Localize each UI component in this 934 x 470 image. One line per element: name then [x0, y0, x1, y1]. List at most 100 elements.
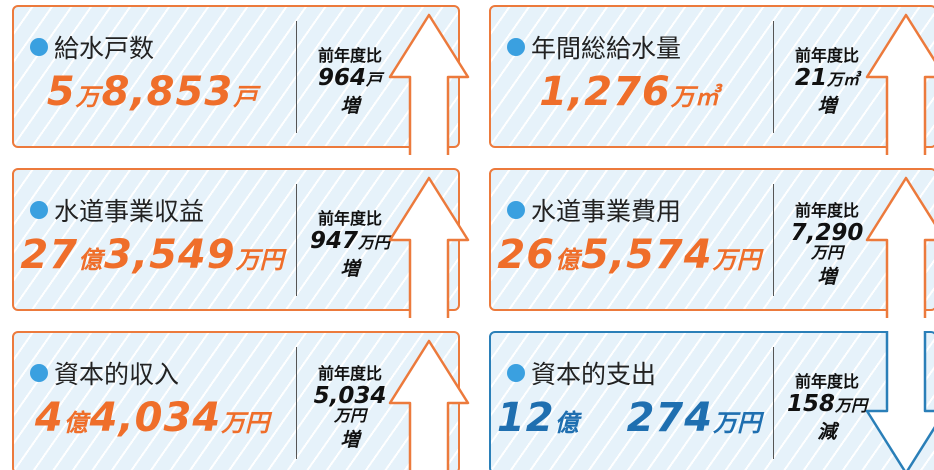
trend-arrow: [865, 176, 934, 318]
value-unit: 万円: [713, 409, 762, 437]
comparison-label: 前年度比: [317, 209, 382, 229]
title-text: 資本的収入: [54, 360, 180, 389]
value-number: 4: [34, 395, 64, 441]
divider: [296, 184, 297, 296]
value-unit: 万円: [221, 409, 270, 437]
value-unit: 億: [554, 409, 579, 437]
title-text: 資本的支出: [531, 360, 657, 389]
change-amount: 158 万円: [782, 392, 872, 416]
value-number: 3,549: [104, 232, 236, 278]
arrow-shape: [865, 13, 934, 155]
change-number: 21: [794, 65, 827, 92]
stat-card: 水道事業費用 26 億 5,574 万円 前年度比 7,290 万円増: [489, 168, 934, 318]
change-amount: 21 万㎥: [782, 66, 872, 90]
card-value: 12 億 274 万円: [491, 395, 769, 441]
card-value: 27 億 3,549 万円: [14, 232, 292, 278]
change-unit: 万円: [835, 396, 868, 416]
card-value: 1,276 万㎥: [491, 69, 769, 115]
arrow-shape: [865, 331, 934, 470]
value-unit: 億: [78, 246, 103, 274]
value-number: 5,574: [581, 232, 713, 278]
value-number: 4,034: [89, 395, 222, 441]
value-number: 274: [626, 395, 714, 441]
change-amount: 964 戸: [305, 66, 395, 90]
divider: [773, 21, 774, 133]
direction-label: 増: [817, 94, 837, 117]
arrow-shape: [865, 176, 934, 318]
value-number: 5: [46, 69, 76, 115]
direction-label: 増: [340, 428, 360, 451]
trend-arrow: [388, 13, 470, 155]
change-amount: 947 万円: [305, 229, 395, 253]
card-title: 水道事業費用: [507, 192, 681, 228]
direction-label: 減: [817, 420, 837, 443]
stat-card: 資本的収入 4 億 4,034 万円 前年度比 5,034 万円増: [12, 331, 470, 470]
change-number: 5,034: [313, 383, 387, 410]
arrow-shape: [388, 13, 470, 155]
trend-arrow: [388, 176, 470, 318]
change-amount: 7,290 万円: [782, 221, 872, 262]
value-number: 26: [497, 232, 556, 278]
arrow-shape: [388, 176, 470, 318]
card-title: 水道事業収益: [30, 192, 204, 228]
card-value: 26 億 5,574 万円: [491, 232, 769, 278]
comparison-label: 前年度比: [794, 46, 859, 66]
change-amount: 5,034 万円: [305, 384, 395, 425]
direction-label: 増: [340, 94, 360, 117]
change-number: 158: [786, 391, 835, 418]
value-unit: 億: [555, 246, 580, 274]
card-value: 5 万 8,853 戸: [14, 69, 292, 115]
change-unit: 万㎥: [827, 70, 860, 90]
comparison-label: 前年度比: [794, 201, 859, 221]
value-unit: 万㎥: [670, 83, 719, 111]
title-text: 年間総給水量: [531, 34, 682, 63]
change-unit: 戸: [366, 70, 383, 90]
divider: [773, 347, 774, 459]
comparison: 前年度比 5,034 万円増: [300, 347, 400, 465]
change-unit: 万円: [358, 233, 391, 253]
value-number: 1,276: [539, 69, 671, 115]
trend-arrow: [865, 331, 934, 470]
direction-label: 増: [340, 257, 360, 280]
value-number: 12: [496, 395, 555, 441]
trend-arrow: [865, 13, 934, 155]
change-number: 947: [309, 228, 358, 255]
comparison-label: 前年度比: [794, 372, 859, 392]
divider: [296, 347, 297, 459]
change-number: 964: [317, 65, 366, 92]
value-number: 27: [20, 232, 79, 278]
stat-card: 資本的支出 12 億 274 万円 前年度比 158 万円減: [489, 331, 934, 470]
comparison-label: 前年度比: [317, 364, 382, 384]
value-unit: 万円: [235, 246, 284, 274]
comparison: 前年度比 7,290 万円増: [777, 184, 877, 302]
stat-card: 給水戸数 5 万 8,853 戸前年度比 964 戸増: [12, 5, 470, 155]
arrow-shape: [388, 339, 470, 470]
bullet: [507, 38, 525, 56]
bullet: [30, 201, 48, 219]
value-unit: 戸: [233, 83, 258, 111]
value-unit: 万円: [712, 246, 761, 274]
stat-card: 水道事業収益 27 億 3,549 万円 前年度比 947 万円増: [12, 168, 470, 318]
bullet: [30, 38, 48, 56]
title-text: 水道事業収益: [54, 197, 205, 226]
value-unit: 億: [63, 409, 88, 437]
card-title: 年間総給水量: [507, 29, 681, 65]
bullet: [30, 364, 48, 382]
bullet: [507, 364, 525, 382]
trend-arrow: [388, 339, 470, 470]
card-title: 資本的収入: [30, 355, 179, 391]
comparison-label: 前年度比: [317, 46, 382, 66]
change-number: 7,290: [790, 220, 864, 247]
divider: [296, 21, 297, 133]
bullet: [507, 201, 525, 219]
comparison: 前年度比 158 万円減: [777, 347, 877, 465]
change-unit: 万円: [810, 243, 843, 263]
card-title: 資本的支出: [507, 355, 656, 391]
title-text: 水道事業費用: [531, 197, 682, 226]
direction-label: 増: [817, 265, 837, 288]
value-unit: 万: [75, 83, 100, 111]
change-unit: 万円: [333, 406, 366, 426]
